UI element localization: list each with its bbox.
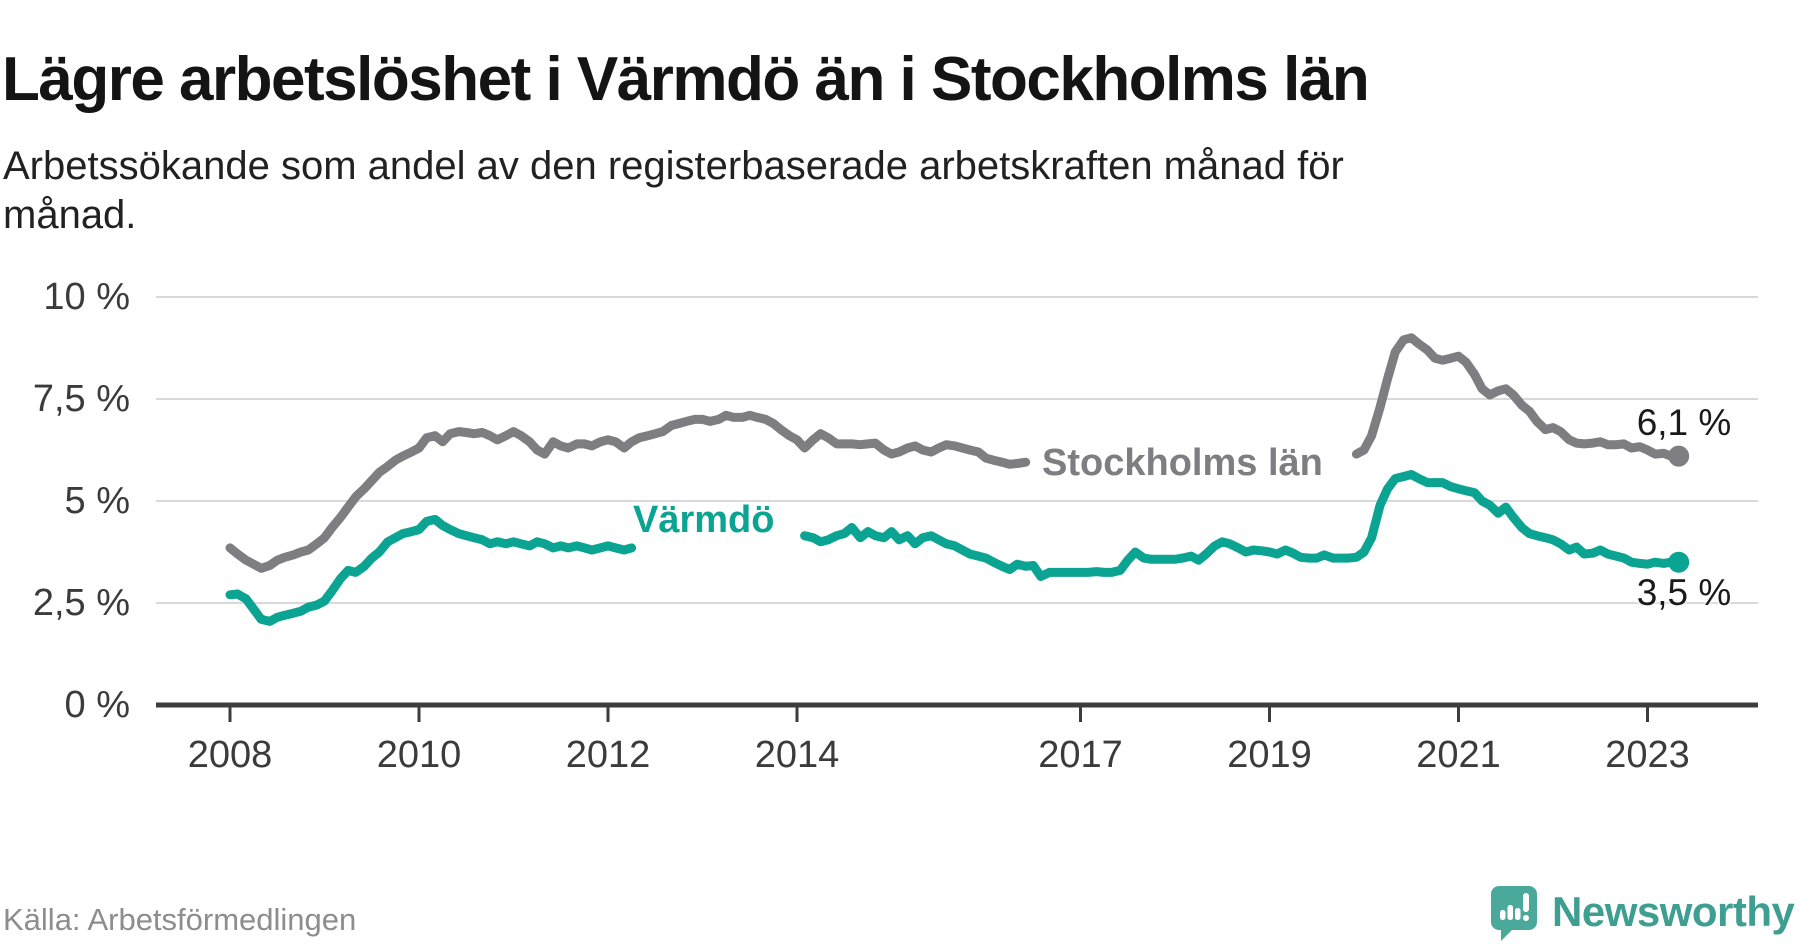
x-tick-label: 2017 bbox=[1038, 734, 1123, 776]
x-tick-label: 2008 bbox=[187, 734, 273, 776]
speech-bubble-shape bbox=[1491, 886, 1537, 941]
x-tick-label: 2012 bbox=[565, 734, 651, 776]
y-tick-label: 2,5 % bbox=[32, 582, 130, 624]
series-end-dot-varmdo bbox=[1668, 551, 1690, 573]
newsworthy-logo-text: Newsworthy bbox=[1552, 888, 1795, 935]
x-tick-label: 2023 bbox=[1605, 734, 1690, 776]
y-tick-label: 5 % bbox=[64, 480, 130, 522]
chart-title: Lägre arbetslöshet i Värmdö än i Stockho… bbox=[2, 44, 1370, 114]
y-tick-label: 7,5 % bbox=[32, 378, 130, 420]
newsworthy-logo-icon bbox=[1491, 886, 1537, 941]
x-tick-label: 2021 bbox=[1416, 734, 1501, 776]
newsworthy-logo: Newsworthy bbox=[1488, 883, 1800, 941]
y-tick-label: 10 % bbox=[43, 276, 130, 318]
y-tick-label: 0 % bbox=[64, 684, 130, 726]
series-label-varmdo: Värmdö bbox=[633, 499, 775, 541]
end-value-label-varmdo: 3,5 % bbox=[1636, 572, 1732, 613]
series-line-varmdo bbox=[800, 470, 1684, 581]
series-line-varmdo bbox=[225, 514, 637, 626]
series-label-stockholms-lan: Stockholms län bbox=[1042, 442, 1323, 484]
source-note: Källa: Arbetsförmedlingen bbox=[3, 902, 357, 937]
bar-chart-icon bbox=[1500, 905, 1521, 920]
series-line-stockholms-lan bbox=[225, 410, 1031, 573]
end-value-label-stockholms-lan: 6,1 % bbox=[1636, 402, 1732, 443]
x-tick-label: 2019 bbox=[1227, 734, 1312, 776]
exclamation-icon bbox=[1523, 893, 1529, 921]
series-end-dot-stockholms-lan bbox=[1668, 445, 1690, 467]
series-line-stockholms-lan bbox=[1351, 333, 1684, 461]
chart-subtitle: Arbetssökande som andel av den registerb… bbox=[3, 144, 1344, 237]
x-tick-label: 2010 bbox=[376, 734, 462, 776]
x-tick-label: 2014 bbox=[754, 734, 840, 776]
